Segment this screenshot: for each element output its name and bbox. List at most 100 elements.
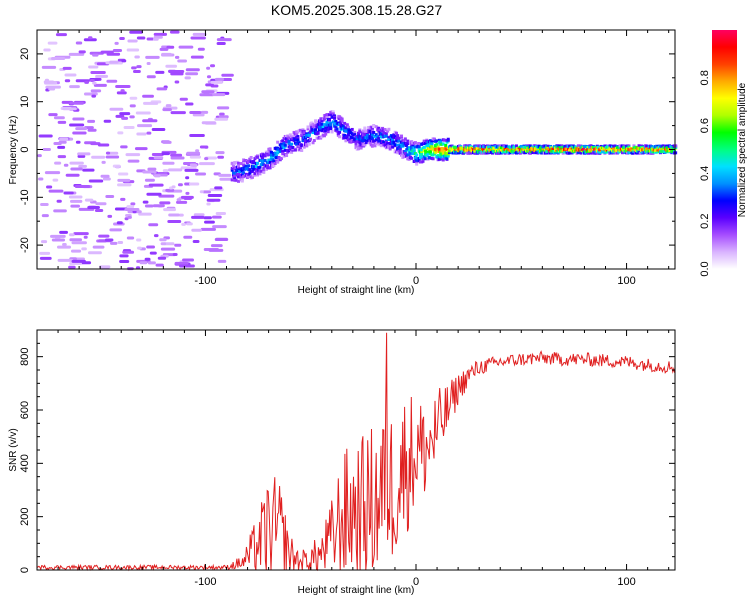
signal-cell — [357, 147, 361, 151]
noise-cell — [210, 64, 216, 68]
noise-cell — [54, 161, 62, 165]
signal-cell — [302, 131, 306, 135]
signal-cell — [274, 154, 278, 158]
noise-cell — [174, 80, 180, 84]
noise-cell — [109, 228, 122, 232]
noise-cell — [69, 238, 83, 242]
noise-cell — [200, 227, 216, 231]
noise-cell — [94, 208, 104, 212]
noise-cell — [62, 107, 77, 111]
noise-cell — [119, 260, 130, 264]
noise-cell — [98, 234, 110, 238]
y-tick-label: 20 — [19, 48, 31, 60]
signal-cell — [238, 169, 242, 173]
noise-cell — [144, 178, 155, 182]
noise-cell — [198, 162, 215, 166]
signal-cell — [446, 139, 450, 143]
noise-cell — [138, 212, 152, 216]
noise-cell — [62, 243, 67, 247]
signal-cell — [440, 146, 444, 150]
signal-cell — [231, 171, 235, 175]
signal-cell — [357, 131, 361, 135]
noise-cell — [68, 52, 85, 56]
signal-cell — [231, 164, 235, 168]
signal-cell — [254, 170, 258, 174]
signal-cell — [363, 143, 367, 147]
noise-cell — [210, 80, 223, 84]
signal-cell — [424, 142, 428, 146]
signal-cell — [411, 152, 415, 156]
noise-cell — [136, 36, 146, 40]
signal-cell — [267, 153, 271, 157]
noise-cell — [146, 192, 162, 196]
colorbar: 0.0 0.2 0.4 0.6 0.8 Normalized spectral ampl… — [699, 30, 748, 277]
noise-cell — [59, 230, 68, 234]
signal-cell — [379, 144, 383, 148]
signal-cell — [233, 174, 237, 178]
noise-cell — [57, 155, 67, 159]
signal-cell — [310, 127, 314, 131]
signal-cell — [554, 151, 558, 155]
noise-cell — [181, 222, 186, 226]
noise-cell — [215, 212, 227, 216]
noise-cell — [57, 120, 67, 124]
noise-cell — [179, 97, 188, 101]
noise-cell — [109, 241, 118, 245]
signal-cell — [237, 172, 241, 176]
noise-cell — [162, 108, 172, 112]
signal-cell — [263, 154, 267, 158]
noise-cell — [148, 223, 159, 227]
signal-cell — [281, 139, 285, 143]
signal-cell — [239, 162, 243, 166]
signal-cell — [368, 141, 372, 145]
noise-cell — [204, 220, 215, 224]
signal-cell — [288, 144, 292, 148]
colorbar-tick-label: 0.0 — [699, 261, 711, 276]
signal-cell — [353, 130, 357, 134]
noise-cell — [77, 152, 91, 156]
signal-cell — [354, 146, 358, 150]
signal-cell — [258, 172, 262, 176]
noise-cell — [90, 70, 106, 74]
signal-cell — [320, 122, 324, 126]
noise-cell — [217, 155, 224, 159]
noise-cell — [50, 234, 66, 238]
signal-cell — [340, 119, 344, 123]
noise-cell — [40, 240, 48, 244]
signal-cell — [497, 151, 501, 155]
noise-cell — [142, 170, 157, 174]
signal-cell — [541, 147, 545, 151]
x-tick-label: 0 — [413, 576, 419, 588]
signal-cell — [242, 171, 246, 175]
noise-cell — [129, 104, 136, 108]
noise-cell — [51, 238, 66, 242]
signal-cell — [247, 160, 251, 164]
noise-cell — [62, 66, 72, 70]
signal-cell — [392, 133, 396, 137]
noise-cell — [162, 140, 172, 144]
noise-cell — [179, 264, 195, 268]
signal-cell — [434, 150, 438, 154]
noise-cell — [153, 32, 168, 36]
signal-cell — [377, 126, 381, 130]
signal-cell — [413, 156, 417, 160]
signal-cell — [386, 142, 390, 146]
noise-cell — [212, 225, 227, 229]
signal-cell — [354, 144, 358, 148]
signal-cell — [358, 130, 362, 134]
signal-cell — [383, 127, 387, 131]
noise-cell — [103, 119, 112, 123]
signal-cell — [331, 110, 335, 114]
noise-cell — [115, 165, 120, 169]
signal-cell — [325, 120, 329, 124]
noise-cell — [69, 101, 84, 105]
signal-cell — [426, 144, 430, 148]
noise-cell — [116, 91, 127, 95]
noise-cell — [93, 77, 102, 81]
signal-cell — [240, 179, 244, 183]
noise-cell — [126, 236, 135, 240]
signal-cell — [355, 138, 359, 142]
noise-cell — [117, 183, 132, 187]
noise-cell — [146, 61, 151, 65]
signal-cell — [367, 126, 371, 130]
